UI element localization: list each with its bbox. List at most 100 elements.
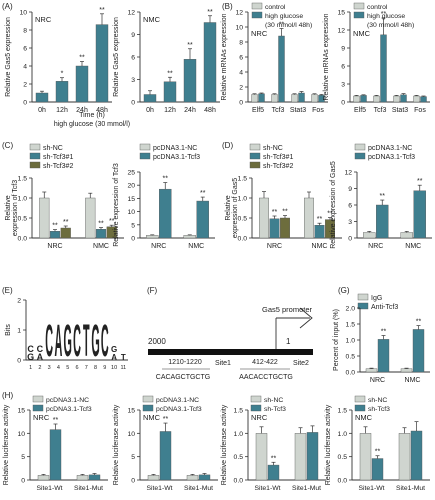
panel-A-nmc-y-tick-label: 9 (131, 32, 135, 39)
panel-E-x-tick-label: 11 (121, 365, 127, 371)
panel-H-2-bar (147, 475, 160, 481)
panel-A-nrc-y-tick-label: 0 (23, 100, 27, 107)
panel-E-x-tick-label: 10 (111, 365, 117, 371)
panel-A-nrc-bar (95, 24, 109, 103)
panel-B-nmc-y-tick-label: 9 (341, 46, 345, 53)
panel-B-nrc-x-tick-label: Stat3 (290, 107, 306, 114)
panel-H-1-legend-label: pcDNA3.1-Tcf3 (46, 406, 92, 413)
panel-A-nrc-y-tick-label: 6 (23, 46, 27, 53)
panel-D-left-significance: ** (327, 211, 333, 218)
panel-D-right-y-tick-label: 9 (348, 186, 352, 193)
panel-B-nrc-significance: ** (279, 22, 285, 29)
panel-B-tag: (B) (222, 2, 233, 11)
panel-H-4-legend-label: sh-Tcf3 (368, 406, 390, 413)
panel-H-4-bar (371, 458, 384, 481)
panel-H-4-cell-label: NMC (355, 413, 373, 422)
panel-G-bar (365, 368, 378, 373)
panel-B-nmc-legend-label: high glucose (367, 13, 405, 20)
panel-B-nrc-x-tick-label: Fos (312, 107, 324, 114)
panel-H-2-legend-swatch (142, 404, 154, 412)
panel-D-right-x-tick-label: NRC (368, 243, 383, 250)
panel-A-nrc-y-tick-label: 2 (23, 82, 27, 89)
panel-C-right-y-tick-label: 15 (127, 196, 135, 203)
panel-F-tag: (F) (147, 286, 158, 295)
panel-D-left-significance: ** (282, 209, 288, 216)
panel-G-significance: ** (381, 329, 387, 336)
panel-C-left-significance: ** (63, 219, 69, 226)
panel-D-right-y-tick-label: 3 (348, 219, 352, 226)
panel-F-promoter-label: Gas5 promoter (262, 305, 313, 314)
panel-D-left-y-tick-label: 0.0 (238, 236, 248, 243)
panel-D-right-y-tick-label: 0 (348, 236, 352, 243)
panel-E-x-tick-label: 6 (75, 365, 78, 371)
panel-G-significance: ** (416, 319, 422, 326)
panel-G-bar (377, 339, 390, 373)
panel-B-nrc-bar (271, 94, 278, 103)
panel-A-nmc-x-tick-label: 0h (146, 107, 154, 114)
panel-G-x-tick-label: NMC (405, 377, 421, 384)
panel-F-site2-label: Site2 (293, 360, 309, 367)
panel-H-2-cell-label: NMC (143, 413, 161, 422)
panel-H-2-significance: ** (163, 416, 169, 423)
panel-D-right-y-tick-label: 12 (344, 170, 352, 177)
panel-D-left-y-tick-label: 0.5 (238, 216, 248, 223)
panel-H-2-legend-label: pcDNA3.1-Tcf3 (156, 406, 202, 413)
panel-G-y-tick-label: 2.0 (346, 306, 356, 313)
panel-C-left-legend-swatch (29, 143, 41, 151)
panel-B-nrc-y-label: Relative mRNAs expression (221, 13, 228, 100)
panel-H-1-legend-label: pcDNA3.1-NC (46, 397, 89, 404)
panel-D-left-bar (280, 217, 290, 239)
panel-H-3-y-tick-label: 0.5 (234, 454, 244, 461)
panel-A-nrc-significance: ** (79, 55, 85, 62)
panel-H-1-significance: ** (53, 417, 59, 424)
panel-A-nrc-significance: * (61, 71, 64, 78)
panel-A-nmc-y-tick-label: 3 (131, 77, 135, 84)
panel-H-3-x-tick-label: Site1-Mut (292, 485, 321, 492)
panel-H-4-y-label: Relative luciferase activity (325, 404, 332, 485)
panel-A-nrc-x-tick-label: 24h (76, 107, 88, 114)
panel-B-nmc-y-label: Relative mRNAs expression (323, 13, 330, 100)
panel-H-3-y-label: Relative luciferase activity (221, 404, 228, 485)
panel-E-x-tick-label: 5 (66, 365, 69, 371)
panel-B-nmc-bar (413, 95, 420, 103)
panel-F-site1-label: Site1 (215, 360, 231, 367)
panel-E-motif-letter-minor: A (111, 353, 117, 362)
panel-A-nmc-bar (183, 59, 197, 103)
panel-H-3-bar (306, 432, 319, 481)
panel-A-nrc-x-tick-label: 12h (56, 107, 68, 114)
panel-E-x-tick-label: 1 (29, 365, 32, 371)
panel-B-nrc-bar (278, 35, 285, 103)
panel-A-nmc-x-tick-label: 12h (164, 107, 176, 114)
panel-C-right-y-label: Relative expression of Tcf3 (113, 163, 120, 247)
panel-C-left-x-tick-label: NMC (93, 243, 109, 250)
panel-F-site2-range: 412-422 (252, 359, 278, 366)
panel-D-left-significance: ** (272, 209, 278, 216)
panel-D-left-bar (259, 197, 269, 239)
panel-B-nmc-x-tick-label: Stat3 (392, 107, 408, 114)
panel-B-nmc-legend-label: control (367, 4, 388, 11)
panel-D-left-significance: ** (317, 216, 323, 223)
panel-B-nmc-significance: ** (381, 11, 387, 18)
panel-H-1-bar (37, 475, 50, 481)
panel-H-3-significance: ** (271, 455, 277, 462)
panel-D-right-legend-label: pcDNA3.1-Tcf3 (368, 154, 415, 161)
panel-F-site1-seq: CACAGCTGCTG (156, 374, 210, 381)
panel-H-1-y-label: Relative luciferase activity (3, 404, 10, 485)
panel-C-left-significance: ** (98, 221, 104, 228)
panel-C-left-legend-swatch (29, 152, 41, 160)
panel-A-nmc-y-tick-label: 0 (131, 100, 135, 107)
panel-G-legend-label: Anti-Tcf3 (371, 304, 398, 311)
panel-D-right-y-tick-label: 6 (348, 203, 352, 210)
panel-G-y-tick-label: 0.0 (346, 370, 356, 377)
panel-C-right-legend-label: pcDNA3.1-NC (153, 145, 197, 152)
panel-E-tag: (E) (2, 286, 13, 295)
panel-H-3-legend-swatch (250, 395, 262, 403)
panel-E-motif-letter-minor: A (37, 352, 44, 362)
panel-E-motif-letter: A (55, 316, 63, 367)
panel-C-right-significance: ** (200, 190, 206, 197)
panel-B-nrc-bar (298, 92, 305, 103)
panel-F-site1-range: 1210-1220 (168, 359, 202, 366)
panel-G-y-tick-label: 1.5 (346, 322, 356, 329)
panel-H-4-bar (398, 433, 411, 481)
panel-C-left-significance: ** (52, 223, 58, 230)
